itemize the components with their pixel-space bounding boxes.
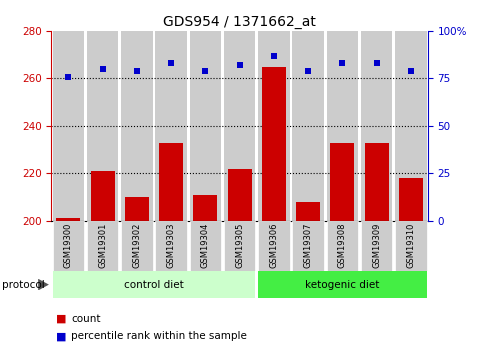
Bar [227, 169, 251, 221]
Point [406, 68, 414, 74]
Bar [189, 221, 221, 271]
Bar [258, 31, 289, 221]
Bar [87, 31, 118, 221]
Text: GSM19310: GSM19310 [406, 223, 414, 268]
Bar [262, 67, 285, 221]
Point [372, 61, 380, 66]
Point [64, 74, 72, 79]
Bar [91, 171, 114, 221]
Bar [326, 221, 357, 271]
Point [167, 61, 175, 66]
Text: ■: ■ [56, 314, 66, 324]
Point [133, 68, 141, 74]
Bar [53, 31, 84, 221]
Bar [57, 218, 80, 221]
Text: GSM19308: GSM19308 [337, 223, 346, 268]
Bar [155, 31, 186, 221]
Bar [121, 221, 152, 271]
Bar [189, 31, 221, 221]
Title: GDS954 / 1371662_at: GDS954 / 1371662_at [163, 14, 315, 29]
Bar [125, 197, 148, 221]
Text: GSM19302: GSM19302 [132, 223, 141, 268]
Text: GSM19303: GSM19303 [166, 223, 175, 268]
Bar [87, 221, 118, 271]
Text: GSM19309: GSM19309 [371, 223, 380, 268]
Bar [364, 142, 387, 221]
Polygon shape [38, 279, 49, 290]
Bar [326, 31, 357, 221]
Point [269, 53, 277, 58]
Bar [224, 221, 255, 271]
Point [235, 62, 243, 68]
Point [338, 61, 346, 66]
Text: GSM19306: GSM19306 [269, 223, 278, 268]
Text: GSM19307: GSM19307 [303, 223, 312, 268]
Bar [292, 221, 323, 271]
Bar [360, 221, 391, 271]
Text: percentile rank within the sample: percentile rank within the sample [71, 332, 246, 341]
Bar [155, 221, 186, 271]
Bar [53, 271, 255, 298]
Text: GSM19300: GSM19300 [64, 223, 73, 268]
Bar [398, 178, 422, 221]
Text: GSM19305: GSM19305 [235, 223, 244, 268]
Text: ketogenic diet: ketogenic diet [305, 280, 379, 289]
Bar [394, 31, 426, 221]
Text: ■: ■ [56, 332, 66, 341]
Text: GSM19301: GSM19301 [98, 223, 107, 268]
Bar [292, 31, 323, 221]
Bar [159, 142, 183, 221]
Point [201, 68, 209, 74]
Bar [258, 271, 426, 298]
Bar [121, 31, 152, 221]
Bar [360, 31, 391, 221]
Bar [296, 202, 320, 221]
Text: protocol: protocol [2, 280, 45, 289]
Bar [224, 31, 255, 221]
Point [304, 68, 311, 74]
Text: count: count [71, 314, 100, 324]
Text: GSM19304: GSM19304 [201, 223, 209, 268]
Bar [330, 142, 353, 221]
Text: control diet: control diet [124, 280, 183, 289]
Bar [394, 221, 426, 271]
Point [99, 66, 106, 72]
Bar [258, 221, 289, 271]
Bar [53, 221, 84, 271]
Bar [193, 195, 217, 221]
